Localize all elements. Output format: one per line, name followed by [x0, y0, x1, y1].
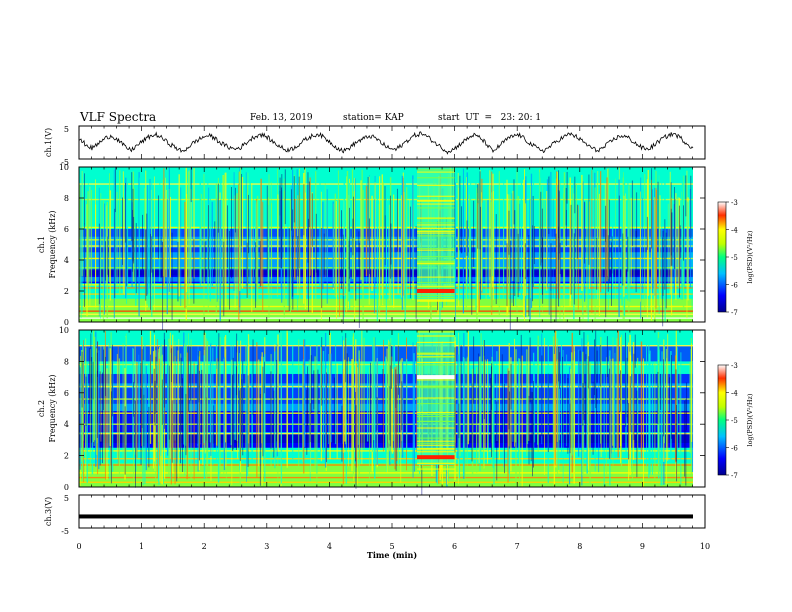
ch1-spectrogram-ytick-label: 10 — [59, 163, 69, 172]
ch1-waveform-ytick-label: -5 — [61, 158, 69, 167]
ch2-colorbar-tick-label: -7 — [731, 472, 738, 480]
x-tick-label: 4 — [327, 542, 332, 551]
ch1-waveform-line — [78, 131, 694, 155]
x-tick-label: 1 — [139, 542, 144, 551]
ch1-colorbar-label: log(PSD)(V²/Hz) — [746, 230, 754, 283]
ch1-colorbar-tick-label: -7 — [731, 309, 738, 317]
x-tick-label: 0 — [76, 542, 81, 551]
ch2-spectrogram-ytick-label: 10 — [59, 326, 69, 335]
ch1-spectrogram-ytick-label: 0 — [64, 318, 69, 327]
ch1-spectrogram-ylabel-freq: Frequency (kHz) — [48, 210, 57, 278]
ch1-colorbar-tick-label: -5 — [731, 254, 738, 262]
ch2-colorbar-label: log(PSD)(V²/Hz) — [746, 393, 754, 446]
ch2-spectrogram-ytick-label: 2 — [64, 452, 69, 461]
ch1-spectrogram-image — [79, 167, 693, 335]
x-tick-label: 3 — [264, 542, 269, 551]
ch3-waveform-ytick-label: -5 — [61, 527, 69, 536]
ch2-spectrogram-image-disturbance — [417, 330, 455, 470]
ch2-colorbar — [717, 364, 727, 476]
ch1-colorbar-tick-label: -6 — [731, 282, 738, 290]
ch2-spectrogram-ylabel-channel: ch.2 — [37, 400, 46, 417]
ch2-colorbar-tick-label: -5 — [731, 417, 738, 425]
date-label: Feb. 13, 2019 — [250, 113, 313, 123]
ch2-spectrogram-ytick-label: 4 — [64, 420, 69, 429]
ch3-waveform-line — [79, 514, 693, 519]
x-tick-label: 2 — [202, 542, 207, 551]
ch1-spectrogram-ytick-label: 2 — [64, 287, 69, 296]
ch2-spectrogram-ytick-label: 8 — [64, 357, 69, 366]
ch1-spectrogram-ytick-label: 8 — [64, 194, 69, 203]
ch3-waveform-ytick-label: 5 — [64, 494, 69, 503]
ch1-waveform-ytick-label: 5 — [64, 125, 69, 134]
ch2-spectrogram-ytick-label: 0 — [64, 483, 69, 492]
x-tick-label: 6 — [452, 542, 457, 551]
ch2-colorbar-tick-label: -3 — [731, 362, 738, 370]
ch1-spectrogram-ylabel-channel: ch.1 — [37, 236, 46, 253]
ch3-waveform-ylabel: ch.3(V) — [44, 497, 53, 526]
ch2-spectrogram-ytick-label: 6 — [64, 389, 69, 398]
x-tick-label: 10 — [700, 542, 710, 551]
ch2-colorbar-tick-label: -4 — [731, 390, 738, 398]
x-tick-label: 8 — [577, 542, 582, 551]
x-tick-label: 9 — [640, 542, 645, 551]
ch2-colorbar-tick-label: -6 — [731, 445, 738, 453]
start-time-label: start UT = 23: 20: 1 — [438, 113, 542, 123]
ch1-colorbar-tick-label: -4 — [731, 227, 738, 235]
x-tick-label: 5 — [389, 542, 394, 551]
ch1-colorbar — [717, 201, 727, 313]
ch1-colorbar-tick-label: -3 — [731, 199, 738, 207]
ch1-waveform-ylabel: ch.1(V) — [44, 128, 53, 157]
ch1-spectrogram-ytick-label: 4 — [64, 256, 69, 265]
station-label: station= KAP — [343, 113, 404, 123]
chart-title: VLF Spectra — [80, 110, 157, 124]
x-tick-label: 7 — [515, 542, 520, 551]
ch2-spectrogram-image — [79, 330, 694, 496]
ch1-spectrogram-ytick-label: 6 — [64, 225, 69, 234]
x-axis-label: Time (min) — [367, 550, 417, 560]
ch2-spectrogram-ylabel-freq: Frequency (kHz) — [48, 374, 57, 442]
ch1-spectrogram-image-disturbance — [417, 167, 455, 302]
